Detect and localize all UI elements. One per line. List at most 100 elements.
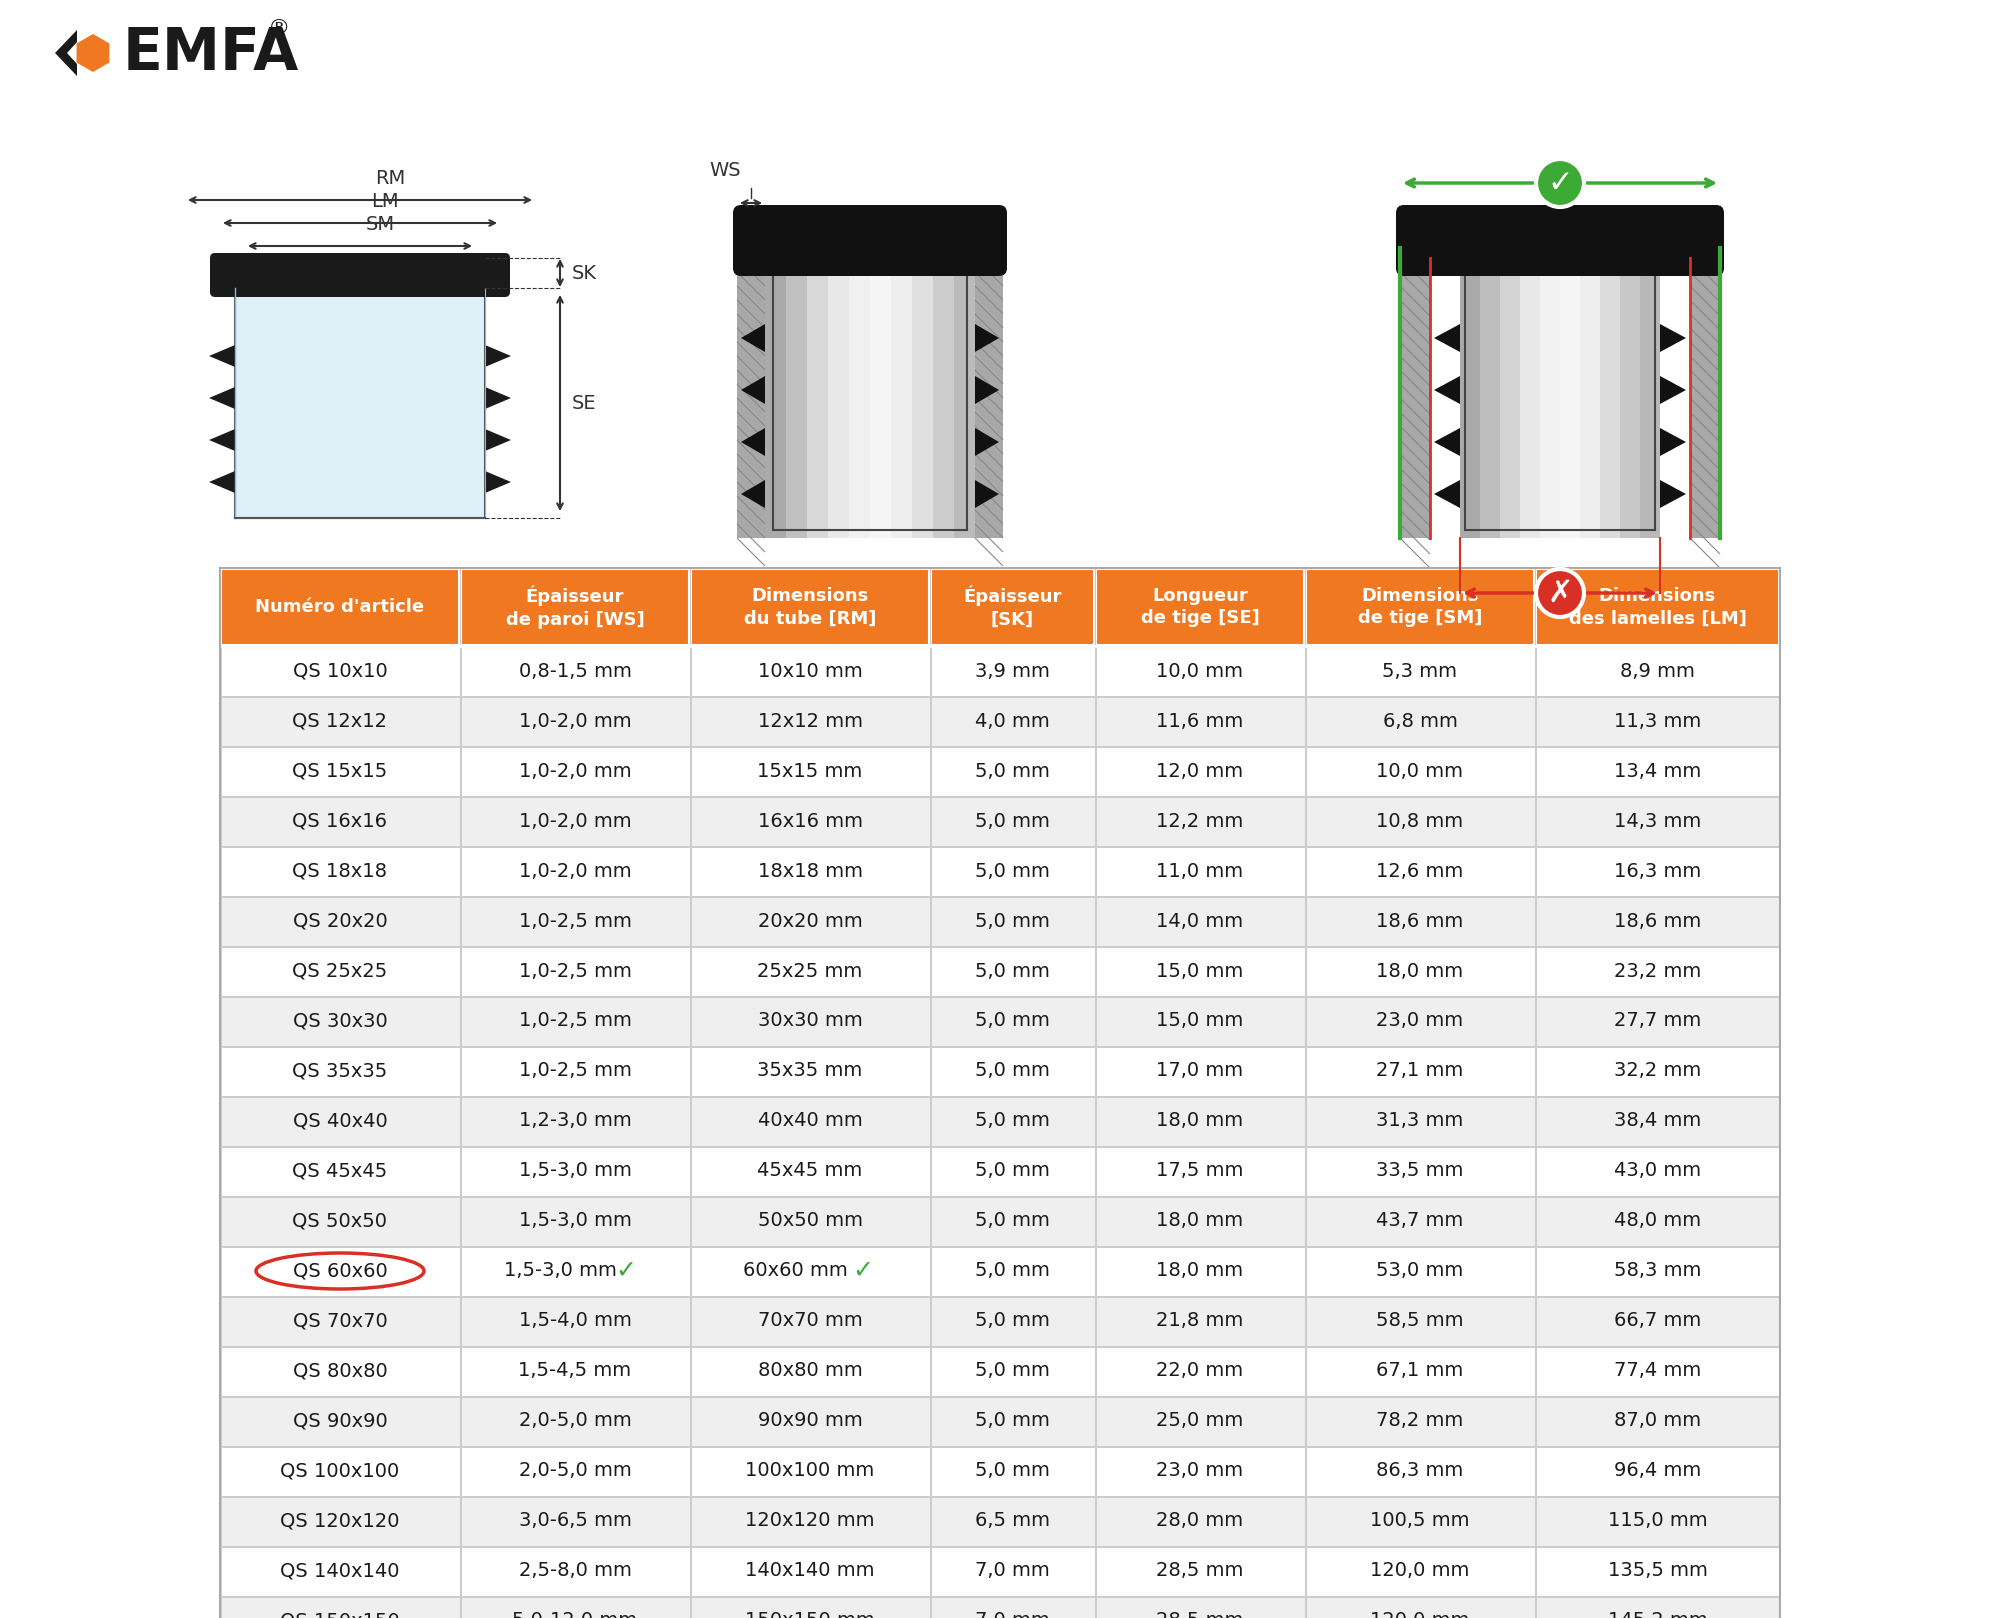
FancyBboxPatch shape	[1306, 896, 1534, 945]
Text: 86,3 mm: 86,3 mm	[1376, 1461, 1464, 1480]
Text: 10,0 mm: 10,0 mm	[1156, 662, 1244, 681]
Text: QS 12x12: QS 12x12	[292, 712, 388, 730]
Polygon shape	[976, 481, 1000, 508]
Text: 15x15 mm: 15x15 mm	[758, 762, 862, 780]
FancyBboxPatch shape	[460, 1497, 690, 1545]
Text: 23,0 mm: 23,0 mm	[1156, 1461, 1244, 1480]
FancyBboxPatch shape	[1306, 1346, 1534, 1395]
Text: 35x35 mm: 35x35 mm	[758, 1061, 862, 1081]
FancyBboxPatch shape	[690, 1597, 930, 1618]
FancyBboxPatch shape	[690, 1446, 930, 1495]
FancyBboxPatch shape	[930, 1097, 1094, 1146]
FancyBboxPatch shape	[1536, 1147, 1780, 1196]
Polygon shape	[740, 429, 764, 456]
Text: WS: WS	[710, 162, 740, 180]
Text: QS 18x18: QS 18x18	[292, 861, 388, 880]
Text: 17,0 mm: 17,0 mm	[1156, 1061, 1244, 1081]
FancyBboxPatch shape	[848, 257, 870, 539]
FancyBboxPatch shape	[690, 1246, 930, 1296]
Text: ✗: ✗	[1548, 579, 1572, 607]
FancyBboxPatch shape	[220, 947, 460, 995]
FancyBboxPatch shape	[954, 257, 976, 539]
Text: 3,9 mm: 3,9 mm	[976, 662, 1050, 681]
FancyBboxPatch shape	[828, 257, 848, 539]
FancyBboxPatch shape	[690, 746, 930, 796]
FancyBboxPatch shape	[1306, 1047, 1534, 1095]
FancyBboxPatch shape	[930, 796, 1094, 846]
Text: 18,0 mm: 18,0 mm	[1376, 961, 1464, 981]
FancyBboxPatch shape	[460, 1547, 690, 1595]
FancyBboxPatch shape	[1540, 257, 1560, 539]
Text: ✓: ✓	[852, 1259, 874, 1283]
Polygon shape	[740, 375, 764, 404]
FancyBboxPatch shape	[1096, 846, 1304, 895]
FancyBboxPatch shape	[930, 1346, 1094, 1395]
FancyBboxPatch shape	[930, 1547, 1094, 1595]
FancyBboxPatch shape	[1536, 896, 1780, 945]
Text: 5,0 mm: 5,0 mm	[976, 861, 1050, 880]
FancyBboxPatch shape	[236, 288, 484, 518]
Text: 58,3 mm: 58,3 mm	[1614, 1262, 1702, 1280]
Text: 18,6 mm: 18,6 mm	[1614, 911, 1702, 930]
Text: 18,0 mm: 18,0 mm	[1156, 1112, 1244, 1131]
Polygon shape	[484, 387, 512, 409]
FancyBboxPatch shape	[1306, 997, 1534, 1045]
FancyBboxPatch shape	[930, 1446, 1094, 1495]
FancyBboxPatch shape	[1536, 1346, 1780, 1395]
FancyBboxPatch shape	[1536, 746, 1780, 796]
Text: 1,5-3,0 mm: 1,5-3,0 mm	[504, 1262, 616, 1280]
Text: 90x90 mm: 90x90 mm	[758, 1411, 862, 1430]
FancyBboxPatch shape	[220, 746, 460, 796]
FancyBboxPatch shape	[1096, 746, 1304, 796]
FancyBboxPatch shape	[220, 997, 460, 1045]
Text: 16,3 mm: 16,3 mm	[1614, 861, 1702, 880]
FancyBboxPatch shape	[1096, 1246, 1304, 1296]
Text: 32,2 mm: 32,2 mm	[1614, 1061, 1702, 1081]
FancyBboxPatch shape	[1536, 1497, 1780, 1545]
FancyBboxPatch shape	[1536, 696, 1780, 746]
FancyBboxPatch shape	[210, 252, 510, 298]
FancyBboxPatch shape	[460, 1196, 690, 1246]
Text: 15,0 mm: 15,0 mm	[1156, 1011, 1244, 1031]
FancyBboxPatch shape	[220, 1246, 460, 1296]
Text: Numéro d'article: Numéro d'article	[256, 599, 424, 616]
Text: QS 70x70: QS 70x70	[292, 1312, 388, 1330]
Text: 120,0 mm: 120,0 mm	[1370, 1612, 1470, 1618]
FancyBboxPatch shape	[1690, 257, 1720, 539]
FancyBboxPatch shape	[930, 846, 1094, 895]
Text: 120,0 mm: 120,0 mm	[1370, 1561, 1470, 1581]
FancyBboxPatch shape	[1536, 997, 1780, 1045]
Text: 135,5 mm: 135,5 mm	[1608, 1561, 1708, 1581]
Text: 15,0 mm: 15,0 mm	[1156, 961, 1244, 981]
Text: 5,0 mm: 5,0 mm	[976, 1312, 1050, 1330]
FancyBboxPatch shape	[690, 1196, 930, 1246]
FancyBboxPatch shape	[1580, 257, 1600, 539]
FancyBboxPatch shape	[690, 696, 930, 746]
Text: 17,5 mm: 17,5 mm	[1156, 1162, 1244, 1181]
FancyBboxPatch shape	[870, 257, 892, 539]
Text: 140x140 mm: 140x140 mm	[746, 1561, 874, 1581]
Text: 20x20 mm: 20x20 mm	[758, 911, 862, 930]
Text: 66,7 mm: 66,7 mm	[1614, 1312, 1702, 1330]
Text: ®: ®	[268, 18, 290, 37]
Text: Dimensions
du tube [RM]: Dimensions du tube [RM]	[744, 587, 876, 628]
Polygon shape	[1660, 324, 1686, 353]
Text: 2,0-5,0 mm: 2,0-5,0 mm	[518, 1411, 632, 1430]
Text: 25,0 mm: 25,0 mm	[1156, 1411, 1244, 1430]
FancyBboxPatch shape	[690, 997, 930, 1045]
Polygon shape	[208, 387, 236, 409]
FancyBboxPatch shape	[1536, 947, 1780, 995]
FancyBboxPatch shape	[1400, 257, 1430, 539]
FancyBboxPatch shape	[930, 647, 1094, 696]
Text: QS 50x50: QS 50x50	[292, 1212, 388, 1231]
FancyBboxPatch shape	[1500, 257, 1520, 539]
Text: 1,0-2,5 mm: 1,0-2,5 mm	[518, 1061, 632, 1081]
Text: 16x16 mm: 16x16 mm	[758, 812, 862, 830]
FancyBboxPatch shape	[930, 1497, 1094, 1545]
Text: 5,0 mm: 5,0 mm	[976, 1112, 1050, 1131]
Text: QS 20x20: QS 20x20	[292, 911, 388, 930]
FancyBboxPatch shape	[1096, 1147, 1304, 1196]
Text: 100x100 mm: 100x100 mm	[746, 1461, 874, 1480]
Polygon shape	[208, 345, 236, 367]
FancyBboxPatch shape	[460, 846, 690, 895]
